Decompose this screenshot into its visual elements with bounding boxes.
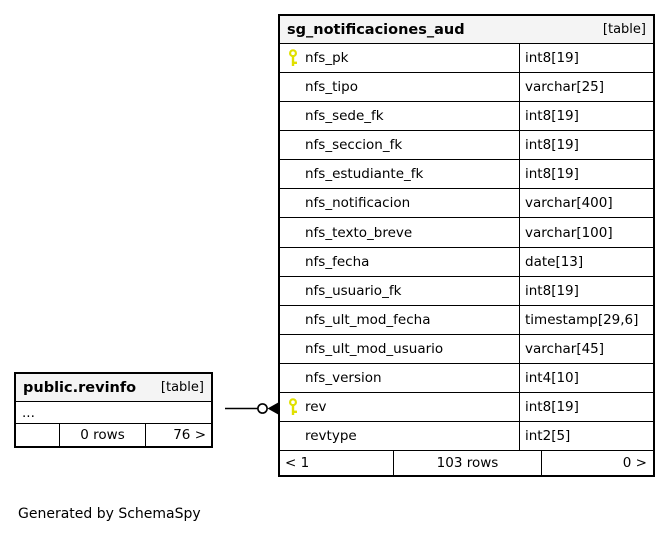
column-name-cell: nfs_notificacion	[280, 189, 520, 218]
table-title[interactable]: sg_notificaciones_aud	[287, 21, 465, 38]
column-name: nfs_version	[305, 369, 382, 386]
table-header[interactable]: sg_notificaciones_aud [table]	[280, 16, 653, 44]
table-row: rev int8[19]	[280, 392, 653, 423]
key-icon-placeholder	[288, 194, 298, 212]
table-row: nfs_estudiante_fk int8[19]	[280, 160, 653, 190]
column-type: date[13]	[525, 253, 584, 270]
column-name: nfs_texto_breve	[305, 224, 413, 241]
column-name-cell: revtype	[280, 422, 520, 451]
column-type: varchar[25]	[525, 79, 605, 96]
column-type: int8[19]	[525, 108, 579, 125]
column-name: nfs_ult_mod_usuario	[305, 340, 444, 357]
key-icon-placeholder	[288, 136, 298, 154]
column-name-cell: nfs_version	[280, 363, 520, 392]
column-type: int8[19]	[525, 50, 579, 67]
table-public-revinfo: public.revinfo [table] ... 0 rows 76 >	[14, 372, 213, 448]
table-type-label: [table]	[160, 380, 204, 395]
column-name: rev	[305, 398, 327, 415]
table-row: revtype int2[5]	[280, 422, 653, 451]
table-title[interactable]: public.revinfo	[23, 379, 137, 396]
column-type: int4[10]	[525, 369, 579, 386]
column-name-cell: nfs_texto_breve	[280, 218, 520, 247]
generated-by-note: Generated by SchemaSpy	[18, 506, 201, 522]
row-count: 0 rows	[60, 424, 146, 446]
children-count	[16, 424, 60, 446]
column-name-cell: nfs_sede_fk	[280, 102, 520, 131]
key-icon-placeholder	[288, 253, 298, 271]
key-icon-placeholder	[288, 224, 298, 242]
children-count: < 1	[280, 451, 394, 475]
key-icon-placeholder	[288, 282, 298, 300]
column-name-cell: nfs_tipo	[280, 73, 520, 102]
key-icon-placeholder	[288, 165, 298, 183]
table-row: nfs_pk int8[19]	[280, 44, 653, 74]
column-name-cell: rev	[280, 392, 520, 422]
arrowhead-icon	[267, 402, 278, 415]
table-header[interactable]: public.revinfo [table]	[16, 374, 211, 402]
column-name-cell: nfs_pk	[280, 44, 520, 73]
column-name: nfs_seccion_fk	[305, 137, 403, 154]
column-name: nfs_sede_fk	[305, 108, 384, 125]
fk-relationship-connector	[225, 402, 278, 415]
key-icon	[288, 398, 298, 416]
column-type: int8[19]	[525, 137, 579, 154]
parents-count: 76 >	[173, 427, 206, 443]
table-row: nfs_texto_breve varchar[100]	[280, 218, 653, 248]
table-row: nfs_version int4[10]	[280, 363, 653, 393]
parents-count: 0 >	[622, 455, 647, 471]
key-icon-placeholder	[288, 311, 298, 329]
column-type: timestamp[29,6]	[525, 311, 639, 328]
column-name-cell: nfs_estudiante_fk	[280, 160, 520, 189]
column-name: nfs_ult_mod_fecha	[305, 311, 431, 328]
column-type: varchar[100]	[525, 224, 613, 241]
table-sg-notificaciones-aud: sg_notificaciones_aud [table] nfs_pk int…	[278, 14, 655, 477]
table-footer: < 1 103 rows 0 >	[280, 450, 653, 475]
table-row: nfs_ult_mod_fecha timestamp[29,6]	[280, 305, 653, 335]
key-icon-placeholder	[288, 427, 298, 445]
table-footer: 0 rows 76 >	[16, 424, 211, 446]
column-type: int8[19]	[525, 282, 579, 299]
table-row: nfs_sede_fk int8[19]	[280, 102, 653, 132]
column-name: revtype	[305, 428, 357, 445]
column-type: varchar[45]	[525, 340, 605, 357]
table-row: nfs_fecha date[13]	[280, 247, 653, 277]
column-name-cell: nfs_fecha	[280, 247, 520, 276]
column-type: int8[19]	[525, 398, 579, 415]
key-icon-placeholder	[288, 107, 298, 125]
table-type-label: [table]	[602, 22, 646, 37]
column-name: nfs_estudiante_fk	[305, 166, 424, 183]
collapsed-columns-indicator: ...	[16, 402, 211, 424]
table-row: nfs_usuario_fk int8[19]	[280, 276, 653, 306]
column-list: nfs_pk int8[19] nfs_tipo varchar[25] nfs…	[280, 44, 653, 451]
column-name-cell: nfs_seccion_fk	[280, 131, 520, 160]
table-row: nfs_seccion_fk int8[19]	[280, 131, 653, 161]
column-name-cell: nfs_ult_mod_usuario	[280, 334, 520, 363]
key-icon-placeholder	[288, 340, 298, 358]
column-name-cell: nfs_usuario_fk	[280, 276, 520, 305]
key-icon-placeholder	[288, 369, 298, 387]
column-name: nfs_usuario_fk	[305, 282, 402, 299]
key-icon-placeholder	[288, 78, 298, 96]
column-type: varchar[400]	[525, 195, 613, 212]
zero-circle-icon	[257, 403, 268, 414]
key-icon	[288, 49, 298, 67]
column-name: nfs_notificacion	[305, 195, 411, 212]
table-row: nfs_tipo varchar[25]	[280, 73, 653, 103]
column-name: nfs_fecha	[305, 253, 370, 270]
column-name: nfs_tipo	[305, 79, 358, 96]
table-row: nfs_ult_mod_usuario varchar[45]	[280, 334, 653, 364]
table-row: nfs_notificacion varchar[400]	[280, 189, 653, 219]
row-count: 103 rows	[394, 451, 542, 475]
column-type: int2[5]	[525, 428, 571, 445]
column-name-cell: nfs_ult_mod_fecha	[280, 305, 520, 334]
column-type: int8[19]	[525, 166, 579, 183]
column-name: nfs_pk	[305, 50, 349, 67]
